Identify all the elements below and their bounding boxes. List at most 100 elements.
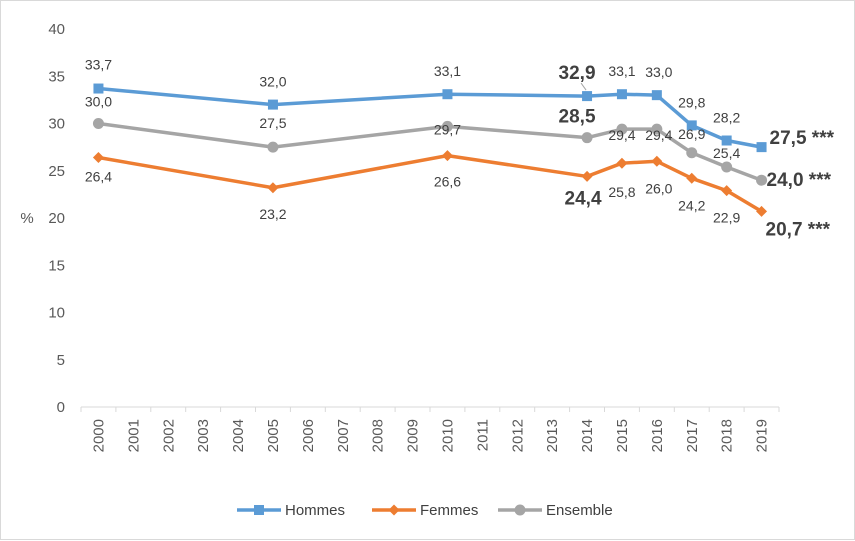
series-markers bbox=[92, 83, 768, 217]
legend-label: Femmes bbox=[420, 502, 478, 519]
data-label: 23,2 bbox=[259, 206, 286, 222]
data-point-marker bbox=[616, 123, 628, 135]
data-point-marker bbox=[721, 161, 733, 173]
y-tick-label: 10 bbox=[48, 305, 65, 322]
data-point-marker bbox=[651, 90, 662, 101]
data-label: 29,7 bbox=[434, 121, 461, 137]
x-tick-label: 2017 bbox=[684, 419, 701, 452]
data-point-marker bbox=[441, 120, 453, 132]
data-point-marker bbox=[721, 135, 732, 146]
y-tick-label: 20 bbox=[48, 210, 65, 227]
data-label: 32,9 bbox=[559, 63, 596, 84]
x-tick-label: 2012 bbox=[509, 419, 526, 452]
data-labels: 33,7 32,0 33,1 32,9 33,1 33,0 29,8 28,2 27,5 ***… bbox=[85, 57, 835, 241]
data-point-marker bbox=[514, 504, 526, 516]
data-label: 27,5 bbox=[259, 115, 286, 131]
x-tick-label: 2003 bbox=[195, 419, 212, 452]
data-point-marker bbox=[441, 150, 453, 162]
data-point-marker bbox=[756, 174, 768, 186]
legend-item-ensemble: Ensemble bbox=[498, 502, 613, 519]
data-label: 33,7 bbox=[85, 57, 112, 73]
data-label: 25,8 bbox=[608, 184, 635, 200]
legend-item-hommes: Hommes bbox=[237, 502, 345, 519]
x-tick-label: 2011 bbox=[474, 419, 491, 451]
data-label: 22,9 bbox=[713, 210, 740, 226]
data-point-marker bbox=[686, 172, 698, 184]
data-point-marker bbox=[651, 123, 663, 135]
data-label: 26,9 bbox=[678, 126, 705, 142]
data-point-marker bbox=[721, 185, 733, 197]
data-point-marker bbox=[581, 170, 593, 182]
y-axis-label: % bbox=[20, 210, 33, 227]
data-point-marker bbox=[93, 83, 104, 94]
data-point-marker bbox=[581, 132, 593, 144]
x-tick-label: 2006 bbox=[300, 419, 317, 452]
data-point-marker bbox=[254, 505, 264, 515]
data-point-marker bbox=[388, 504, 400, 516]
data-label: 33,0 bbox=[645, 64, 672, 80]
data-label: 30,0 bbox=[85, 94, 112, 110]
y-tick-label: 40 bbox=[48, 21, 65, 38]
data-point-marker bbox=[651, 155, 663, 167]
legend-label: Hommes bbox=[285, 502, 345, 519]
data-label: 33,1 bbox=[608, 63, 635, 79]
data-label: 33,1 bbox=[434, 63, 461, 79]
data-point-marker bbox=[686, 147, 698, 159]
x-tick-label: 2018 bbox=[719, 419, 736, 452]
legend-label: Ensemble bbox=[546, 502, 613, 519]
data-label: 26,6 bbox=[434, 174, 461, 190]
x-tick-label: 2000 bbox=[90, 419, 107, 452]
data-point-marker bbox=[92, 152, 104, 164]
y-tick-label: 30 bbox=[48, 116, 65, 133]
y-tick-label: 5 bbox=[57, 352, 65, 369]
x-tick-label: 2015 bbox=[614, 419, 631, 452]
data-point-marker bbox=[267, 182, 279, 194]
data-label: 29,4 bbox=[608, 127, 635, 143]
y-tick-label: 35 bbox=[48, 68, 65, 85]
x-tick-label: 2014 bbox=[579, 419, 596, 452]
x-tick-label: 2001 bbox=[125, 419, 142, 452]
data-label: 29,4 bbox=[645, 127, 672, 143]
data-label: 26,4 bbox=[85, 169, 112, 185]
legend: Hommes Femmes Ensemble bbox=[237, 502, 613, 519]
x-tick-label: 2007 bbox=[335, 419, 352, 452]
data-point-marker bbox=[756, 205, 768, 217]
x-tick-label: 2008 bbox=[370, 419, 387, 452]
data-label: 29,8 bbox=[678, 94, 705, 110]
x-tick-label: 2019 bbox=[754, 419, 771, 452]
x-tick-label: 2010 bbox=[439, 419, 456, 452]
data-point-marker bbox=[442, 89, 453, 100]
x-tick-label: 2013 bbox=[544, 419, 561, 452]
data-label: 27,5 *** bbox=[770, 128, 835, 149]
data-label: 20,7 *** bbox=[766, 219, 831, 240]
y-tick-label: 25 bbox=[48, 163, 65, 180]
data-label: 24,4 bbox=[565, 188, 602, 209]
data-point-marker bbox=[92, 118, 104, 129]
data-label: 28,5 bbox=[559, 107, 596, 128]
data-point-marker bbox=[756, 142, 767, 153]
x-tick-label: 2004 bbox=[230, 419, 247, 452]
data-label: 24,2 bbox=[678, 197, 705, 213]
legend-item-femmes: Femmes bbox=[372, 502, 478, 519]
data-point-marker bbox=[686, 120, 697, 131]
axes: 0 5 10 15 20 25 30 35 40% 2000 2001 2002 2003 2004 200… bbox=[20, 21, 780, 452]
x-tick-label: 2005 bbox=[265, 419, 282, 452]
data-point-marker bbox=[582, 91, 593, 102]
data-label: 28,2 bbox=[713, 110, 740, 126]
data-point-marker bbox=[616, 157, 628, 169]
data-point-marker bbox=[267, 99, 278, 110]
x-tick-label: 2002 bbox=[160, 419, 177, 452]
y-tick-label: 15 bbox=[48, 257, 65, 274]
x-tick-label: 2016 bbox=[649, 419, 666, 452]
data-label: 32,0 bbox=[259, 74, 286, 90]
data-label: 24,0 *** bbox=[767, 170, 832, 191]
x-tick-label: 2009 bbox=[405, 419, 422, 452]
y-tick-label: 0 bbox=[57, 399, 65, 416]
label-leader-line bbox=[580, 82, 587, 91]
data-label: 25,4 bbox=[713, 145, 740, 161]
data-label: 26,0 bbox=[645, 180, 672, 196]
data-point-marker bbox=[616, 89, 627, 100]
data-point-marker bbox=[267, 141, 279, 153]
